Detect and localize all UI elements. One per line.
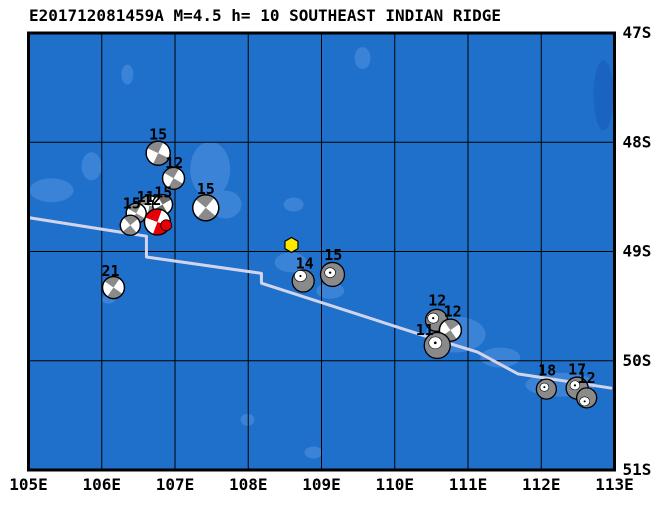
focal-mechanism-quadrant — [104, 276, 120, 288]
bathymetry-patch — [593, 60, 614, 131]
focal-mechanism-outline — [438, 318, 463, 342]
depth-label: 17 — [568, 360, 586, 378]
focal-mechanism-quadrant — [127, 203, 142, 214]
bathymetry-patch — [29, 178, 74, 203]
depth-label: 12 — [143, 191, 161, 209]
latitude-tick-label: 50S — [623, 351, 652, 370]
focal-mechanism-outline — [101, 275, 126, 300]
bathymetry-patch — [480, 347, 521, 368]
focal-mechanism-quadrant — [153, 153, 170, 166]
depth-label: 14 — [296, 255, 314, 273]
focal-mechanism-quadrant — [107, 287, 123, 299]
bathymetry-patch — [81, 152, 102, 181]
depth-label: 18 — [538, 362, 556, 380]
depth-label: 15 — [197, 180, 215, 198]
depth-label: 15 — [324, 246, 342, 264]
bathymetry-patch — [354, 47, 371, 70]
focal-mechanism-axis-dot — [433, 341, 437, 345]
depth-label: 12 — [165, 154, 183, 172]
depth-label: 12 — [444, 303, 462, 321]
longitude-tick-label: 112E — [522, 475, 561, 494]
depth-label: 12 — [578, 369, 596, 387]
latitude-tick-label: 47S — [623, 23, 652, 42]
focal-mechanism-quadrant — [123, 215, 138, 226]
map-frame — [27, 31, 616, 472]
focal-mechanism-outline — [192, 194, 220, 222]
focal-mechanism-outline — [145, 140, 171, 166]
longitude-tick-label: 107E — [156, 475, 195, 494]
focal-mechanism-quadrant — [147, 141, 164, 154]
focal-mechanism-quadrant — [168, 178, 184, 190]
longitude-tick-label: 106E — [82, 475, 121, 494]
longitude-tick-label: 105E — [9, 475, 48, 494]
focal-mechanism-quadrant — [444, 319, 460, 331]
focal-mechanism-axis-dot — [583, 400, 586, 403]
focal-mechanism-axis-dot — [328, 271, 332, 274]
focal-mechanism-quadrant — [122, 225, 137, 236]
focal-mechanism-quadrant — [164, 167, 180, 179]
bathymetry-patch — [121, 64, 134, 85]
focal-mechanism-quadrant — [157, 194, 172, 205]
focal-mechanism-quadrant — [197, 207, 216, 221]
latitude-tick-label: 49S — [623, 242, 652, 261]
longitude-tick-label: 109E — [302, 475, 341, 494]
depth-label: 15 — [123, 194, 141, 212]
focal-mechanism-axis-dot — [432, 317, 435, 320]
longitude-tick-label: 108E — [229, 475, 268, 494]
bathymetry-patch — [240, 413, 255, 426]
longitude-tick-label: 111E — [449, 475, 488, 494]
latitude-tick-label: 51S — [623, 460, 652, 479]
bathymetry-patch — [190, 141, 231, 198]
figure-title: E201712081459A M=4.5 h= 10 SOUTHEAST IND… — [29, 6, 502, 25]
focal-mechanism-outline — [161, 166, 186, 190]
depth-label: 15 — [154, 184, 172, 202]
focal-mechanism-axis-dot — [543, 386, 546, 389]
bathymetry-patch — [274, 252, 307, 273]
plate-boundary-line — [27, 216, 613, 390]
focal-mechanism-quadrant — [139, 195, 152, 206]
reference-event-marker — [284, 236, 299, 254]
latitude-tick-label: 48S — [623, 132, 652, 151]
depth-label: 11 — [137, 188, 155, 206]
focal-mechanism-axis-dot — [299, 274, 302, 278]
depth-label: 11 — [416, 321, 434, 339]
focal-mechanism-outline — [119, 214, 141, 236]
focal-mechanism-axis-dot — [573, 384, 577, 387]
epicenter-marker — [160, 219, 173, 232]
depth-label: 12 — [428, 292, 446, 310]
longitude-tick-label: 113E — [595, 475, 634, 494]
bathymetry-patch — [304, 446, 323, 459]
focal-mechanism-quadrant — [195, 194, 215, 208]
longitude-tick-label: 110E — [375, 475, 414, 494]
bathymetry-patch — [283, 197, 304, 212]
depth-label: 21 — [102, 262, 120, 280]
bathymetry-patch — [316, 282, 345, 299]
depth-label: 15 — [149, 126, 167, 144]
